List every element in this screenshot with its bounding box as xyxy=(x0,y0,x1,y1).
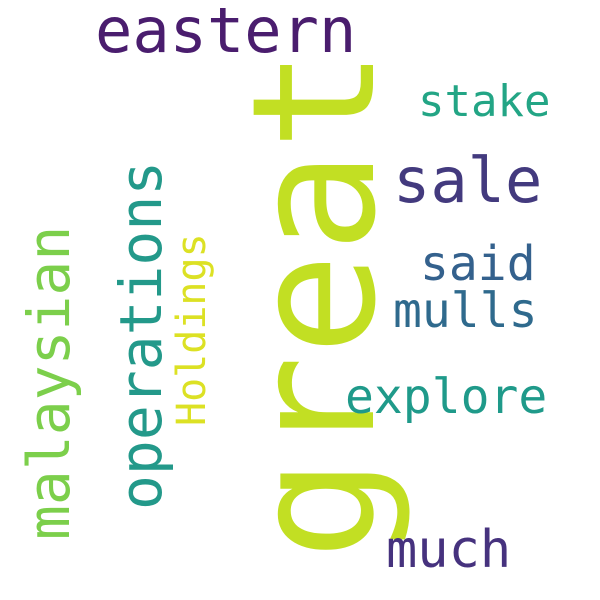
word-explore: explore xyxy=(345,369,548,425)
word-eastern: eastern xyxy=(95,0,357,67)
word-malaysian: malaysian xyxy=(15,225,83,540)
word-sale: sale xyxy=(393,144,543,217)
word-stake: stake xyxy=(418,76,551,127)
word-said: said xyxy=(420,236,536,292)
word-mulls: mulls xyxy=(393,283,538,339)
word-great: great xyxy=(216,48,414,560)
word-much: much xyxy=(386,520,512,580)
word-holdings: Holdings xyxy=(169,233,215,426)
word-operations: operations xyxy=(107,160,175,510)
